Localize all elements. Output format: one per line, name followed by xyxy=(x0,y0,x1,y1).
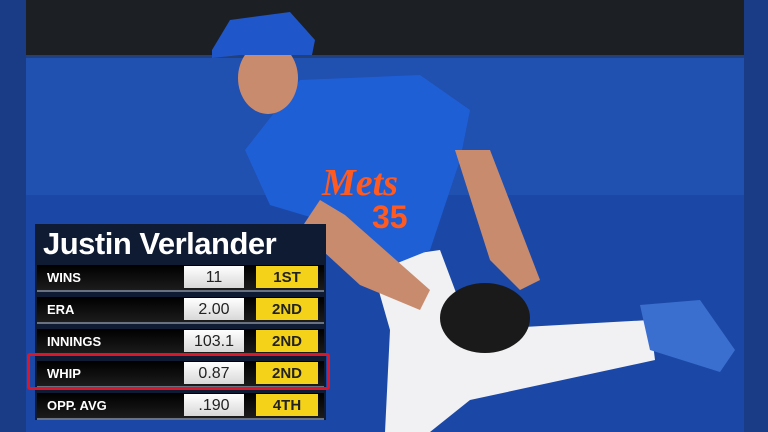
stat-rank-badge: 2ND xyxy=(256,330,318,352)
jersey-number: 35 xyxy=(372,199,408,235)
jersey-team-script: Mets xyxy=(321,162,398,204)
stat-value: 103.1 xyxy=(184,330,244,352)
stats-panel: Justin Verlander WINS 11 1ST ERA 2.00 2N… xyxy=(35,224,326,420)
stat-value: .190 xyxy=(184,394,244,416)
stat-row-era: ERA 2.00 2ND xyxy=(37,297,324,324)
highlight-box xyxy=(27,353,330,390)
player-name: Justin Verlander xyxy=(43,226,277,261)
stat-value: 0.87 xyxy=(184,362,244,384)
stat-value: 11 xyxy=(184,266,244,288)
stat-row-opp-avg: OPP. AVG .190 4TH xyxy=(37,393,324,420)
stat-rank-badge: 1ST xyxy=(256,266,318,288)
stat-row-wins: WINS 11 1ST xyxy=(37,265,324,292)
stat-label: INNINGS xyxy=(47,334,102,349)
stat-value: 2.00 xyxy=(184,298,244,320)
stat-label: WINS xyxy=(47,270,81,285)
stat-rank-badge: 2ND xyxy=(256,362,318,384)
stat-rank-badge: 2ND xyxy=(256,298,318,320)
stat-label: WHIP xyxy=(47,366,81,381)
stat-row-whip: WHIP 0.87 2ND xyxy=(37,361,324,388)
stat-row-innings: INNINGS 103.1 2ND xyxy=(37,329,324,356)
stat-label: ERA xyxy=(47,302,75,317)
stat-label: OPP. AVG xyxy=(47,398,107,413)
stat-rank-badge: 4TH xyxy=(256,394,318,416)
